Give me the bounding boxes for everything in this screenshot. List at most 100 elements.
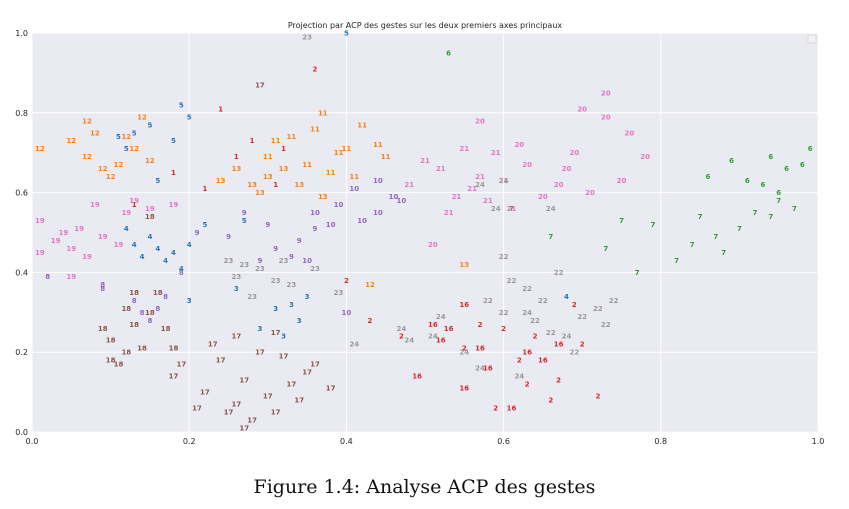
data-point-11: 11	[381, 153, 391, 161]
x-tick-label: 0.4	[340, 437, 353, 446]
data-point-12: 12	[106, 173, 116, 181]
data-point-21: 21	[436, 165, 446, 173]
data-point-17: 17	[231, 401, 241, 409]
data-point-7: 7	[690, 241, 695, 249]
data-point-21: 21	[452, 193, 462, 201]
data-point-9: 9	[297, 237, 302, 245]
data-point-7: 7	[713, 233, 718, 241]
data-point-5: 5	[242, 217, 247, 225]
data-point-19: 19	[114, 241, 124, 249]
data-point-4: 4	[124, 225, 129, 233]
data-point-17: 17	[255, 349, 265, 357]
figure-caption: Figure 1.4: Analyse ACP des gestes	[253, 476, 596, 498]
data-point-16: 16	[428, 321, 438, 329]
data-point-6: 6	[706, 173, 711, 181]
y-tick-label: 1.0	[15, 29, 28, 38]
data-point-2: 2	[525, 381, 530, 389]
data-point-11: 11	[326, 169, 336, 177]
data-point-24: 24	[397, 325, 407, 333]
data-point-20: 20	[538, 193, 548, 201]
data-point-17: 17	[231, 333, 241, 341]
data-point-5: 5	[202, 221, 207, 229]
data-point-10: 10	[389, 193, 399, 201]
data-point-1: 1	[202, 185, 207, 193]
data-point-2: 2	[478, 321, 483, 329]
data-point-22: 22	[499, 253, 509, 261]
data-point-24: 24	[436, 313, 446, 321]
data-point-24: 24	[459, 349, 469, 357]
data-point-6: 6	[800, 161, 805, 169]
data-point-11: 11	[271, 137, 281, 145]
data-point-7: 7	[674, 257, 679, 265]
data-point-17: 17	[239, 377, 249, 385]
data-point-20: 20	[624, 129, 634, 137]
data-point-9: 9	[273, 245, 278, 253]
data-point-7: 7	[509, 205, 514, 213]
data-point-24: 24	[562, 333, 572, 341]
data-point-18: 18	[114, 361, 124, 369]
data-point-17: 17	[302, 369, 312, 377]
data-point-10: 10	[334, 201, 344, 209]
data-point-23: 23	[334, 289, 344, 297]
data-point-9: 9	[313, 225, 318, 233]
data-point-23: 23	[271, 277, 281, 285]
data-point-22: 22	[577, 313, 587, 321]
data-point-18: 18	[153, 289, 163, 297]
data-point-19: 19	[66, 245, 76, 253]
series-20: 20 20 20 20 20 20 20 20 20 20 20 20 20 20 20	[428, 89, 650, 249]
data-point-24: 24	[404, 337, 414, 345]
data-point-13: 13	[216, 177, 226, 185]
data-point-4: 4	[163, 257, 168, 265]
data-point-17: 17	[176, 361, 186, 369]
data-point-24: 24	[522, 309, 532, 317]
data-point-5: 5	[187, 113, 192, 121]
data-point-18: 18	[106, 357, 116, 365]
data-point-11: 11	[318, 109, 328, 117]
data-point-22: 22	[609, 297, 619, 305]
data-point-24: 24	[499, 177, 509, 185]
data-point-5: 5	[171, 137, 176, 145]
data-point-1: 1	[171, 169, 176, 177]
data-point-3: 3	[281, 333, 286, 341]
data-point-1: 1	[218, 105, 223, 113]
data-point-16: 16	[522, 349, 532, 357]
data-point-3: 3	[258, 325, 263, 333]
x-tick-label: 0.8	[654, 437, 667, 446]
data-point-16: 16	[554, 341, 564, 349]
data-point-2: 2	[462, 345, 467, 353]
data-point-11: 11	[357, 121, 367, 129]
data-point-11: 11	[349, 173, 359, 181]
data-point-18: 18	[145, 309, 155, 317]
data-point-10: 10	[397, 197, 407, 205]
y-tick-label: 0.8	[15, 109, 28, 118]
data-point-13: 13	[279, 165, 289, 173]
x-tick-label: 0.6	[497, 437, 510, 446]
data-point-8: 8	[100, 281, 105, 289]
data-point-2: 2	[572, 301, 577, 309]
data-point-1: 1	[281, 145, 286, 153]
data-point-4: 4	[171, 249, 176, 257]
data-point-4: 4	[155, 245, 160, 253]
data-point-17: 17	[169, 373, 179, 381]
series-21: 21 21 21 21 21 21 21 21 21 21 21 21	[404, 145, 516, 217]
data-point-12: 12	[137, 113, 147, 121]
data-point-3: 3	[273, 305, 278, 313]
data-point-1: 1	[273, 181, 278, 189]
data-point-12: 12	[82, 117, 92, 125]
data-point-7: 7	[721, 249, 726, 257]
data-point-12: 12	[66, 137, 76, 145]
data-point-17: 17	[192, 405, 202, 413]
data-point-20: 20	[554, 181, 564, 189]
data-point-2: 2	[344, 277, 349, 285]
data-point-17: 17	[247, 417, 257, 425]
data-point-4: 4	[147, 233, 152, 241]
data-point-10: 10	[310, 209, 320, 217]
data-point-21: 21	[444, 209, 454, 217]
data-point-5: 5	[179, 101, 184, 109]
data-point-4: 4	[179, 265, 184, 273]
data-point-3: 3	[234, 285, 239, 293]
